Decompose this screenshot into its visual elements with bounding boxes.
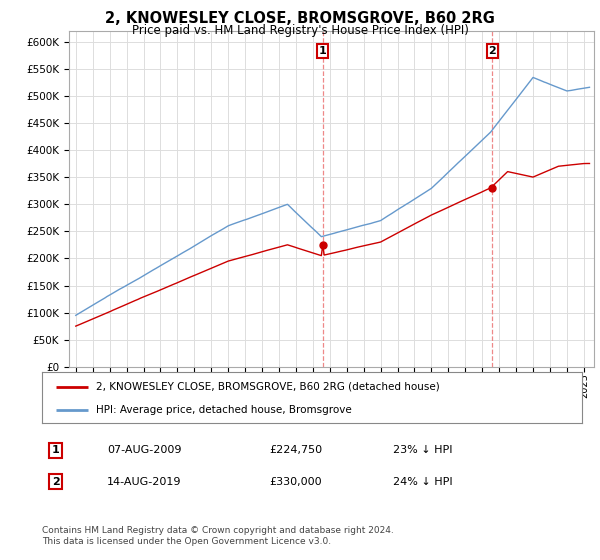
Text: 2, KNOWESLEY CLOSE, BROMSGROVE, B60 2RG (detached house): 2, KNOWESLEY CLOSE, BROMSGROVE, B60 2RG … [96,381,440,391]
Text: 1: 1 [319,46,326,56]
Text: 1: 1 [52,445,59,455]
Text: 14-AUG-2019: 14-AUG-2019 [107,477,181,487]
Text: 23% ↓ HPI: 23% ↓ HPI [393,445,452,455]
Text: 07-AUG-2009: 07-AUG-2009 [107,445,181,455]
Text: 2: 2 [52,477,59,487]
Text: 24% ↓ HPI: 24% ↓ HPI [393,477,452,487]
Text: HPI: Average price, detached house, Bromsgrove: HPI: Average price, detached house, Brom… [96,405,352,415]
Text: £330,000: £330,000 [269,477,322,487]
Text: 2: 2 [488,46,496,56]
Text: Price paid vs. HM Land Registry's House Price Index (HPI): Price paid vs. HM Land Registry's House … [131,24,469,36]
Text: 2, KNOWESLEY CLOSE, BROMSGROVE, B60 2RG: 2, KNOWESLEY CLOSE, BROMSGROVE, B60 2RG [105,11,495,26]
Text: £224,750: £224,750 [269,445,322,455]
Text: Contains HM Land Registry data © Crown copyright and database right 2024.
This d: Contains HM Land Registry data © Crown c… [42,526,394,546]
